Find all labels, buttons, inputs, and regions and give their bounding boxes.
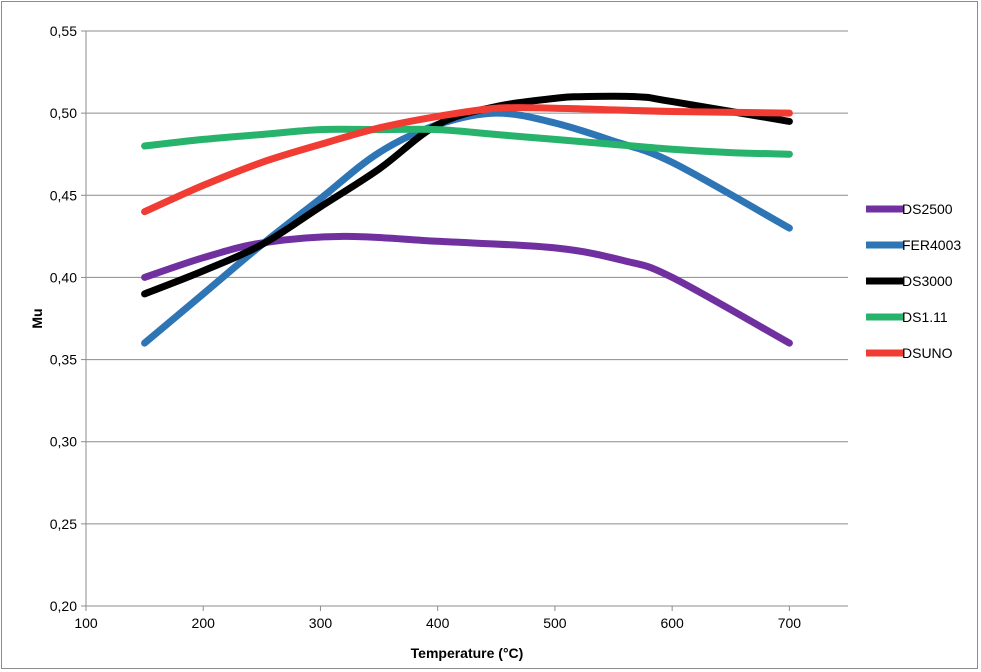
y-tick-label: 0,40 bbox=[50, 269, 77, 285]
x-tick-label: 400 bbox=[426, 615, 450, 631]
x-tick-label: 100 bbox=[74, 615, 98, 631]
legend-label-ds1-11: DS1.11 bbox=[902, 309, 948, 325]
x-tick-label: 500 bbox=[543, 615, 567, 631]
y-tick-label: 0,20 bbox=[50, 598, 77, 614]
legend-label-ds3000: DS3000 bbox=[902, 273, 953, 289]
legend-label-fer4003: FER4003 bbox=[902, 237, 961, 253]
y-tick-label: 0,45 bbox=[50, 187, 77, 203]
y-tick-label: 0,55 bbox=[50, 23, 77, 39]
y-axis-title: Mu bbox=[29, 308, 45, 328]
legend-label-ds2500: DS2500 bbox=[902, 201, 953, 217]
y-tick-label: 0,25 bbox=[50, 516, 77, 532]
x-tick-label: 600 bbox=[660, 615, 684, 631]
series-line-ds2500 bbox=[141, 232, 793, 347]
x-tick-label: 700 bbox=[778, 615, 802, 631]
series-line-ds1-11 bbox=[141, 125, 793, 158]
series-line-dsuno bbox=[141, 104, 793, 216]
x-axis-title: Temperature (°C) bbox=[411, 645, 524, 661]
y-tick-label: 0,50 bbox=[50, 105, 77, 121]
y-tick-label: 0,35 bbox=[50, 352, 77, 368]
x-tick-label: 300 bbox=[309, 615, 333, 631]
x-tick-label: 200 bbox=[192, 615, 216, 631]
y-tick-label: 0,30 bbox=[50, 434, 77, 450]
legend-label-dsuno: DSUNO bbox=[902, 345, 953, 361]
